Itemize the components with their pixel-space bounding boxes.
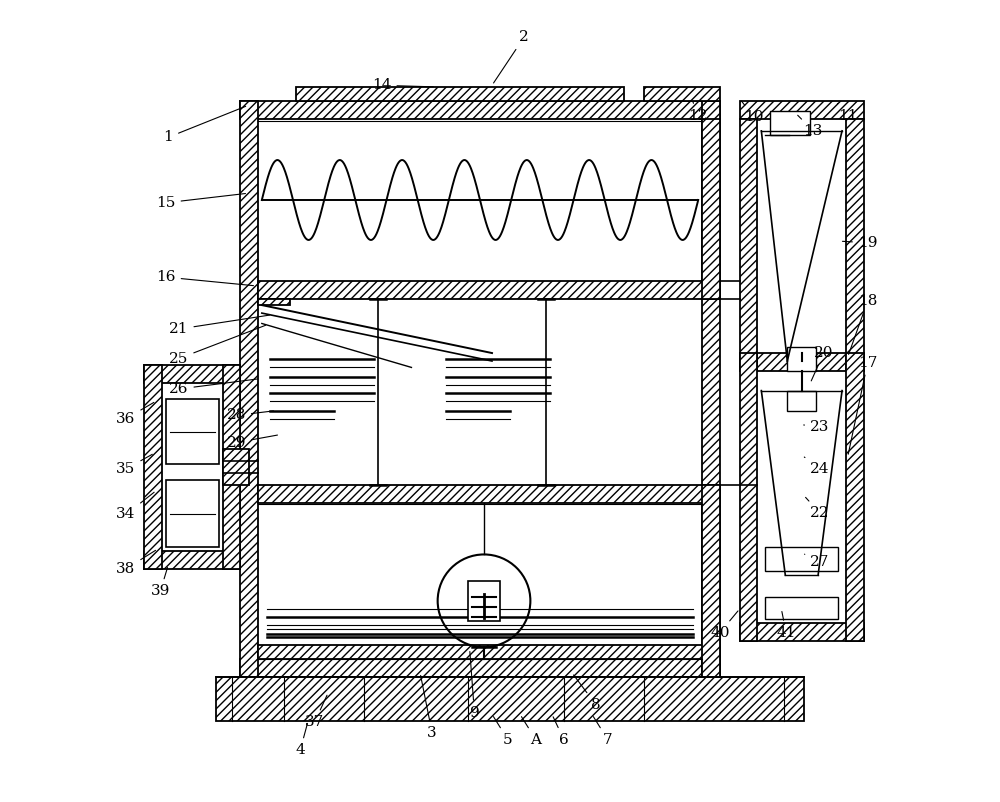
Text: 11: 11 — [837, 103, 857, 123]
Text: 22: 22 — [806, 497, 829, 520]
Bar — [787, 346, 816, 371]
Bar — [644, 87, 720, 101]
Text: 5: 5 — [493, 717, 513, 747]
Bar — [740, 623, 864, 641]
Bar — [223, 449, 249, 484]
Bar — [296, 87, 624, 101]
Text: 29: 29 — [227, 435, 277, 450]
Text: 6: 6 — [553, 717, 569, 747]
Bar — [258, 298, 290, 305]
Bar — [144, 365, 240, 383]
Bar — [258, 298, 290, 305]
Text: 1: 1 — [163, 107, 246, 144]
Bar — [702, 101, 720, 677]
Text: 25: 25 — [169, 326, 266, 366]
Bar — [702, 485, 720, 677]
Bar — [240, 101, 720, 119]
Text: 4: 4 — [295, 723, 307, 757]
Text: 15: 15 — [156, 193, 245, 210]
Bar — [258, 282, 720, 298]
Bar — [166, 480, 219, 547]
Text: 24: 24 — [804, 457, 829, 476]
Bar — [740, 101, 864, 119]
Text: 27: 27 — [805, 554, 829, 569]
Bar — [740, 353, 864, 371]
Bar — [740, 353, 757, 641]
Text: 40: 40 — [710, 611, 738, 640]
Bar — [702, 485, 720, 677]
Bar — [702, 119, 720, 298]
Text: 17: 17 — [848, 355, 877, 454]
Bar — [468, 581, 500, 621]
Bar — [702, 101, 720, 677]
Text: 28: 28 — [227, 408, 273, 423]
Bar — [240, 101, 720, 119]
Bar — [787, 391, 816, 411]
Text: 14: 14 — [372, 79, 433, 92]
Text: 7: 7 — [593, 717, 613, 747]
Text: 20: 20 — [811, 346, 833, 381]
Text: 13: 13 — [798, 115, 823, 138]
Bar — [770, 111, 810, 135]
Text: 2: 2 — [494, 30, 529, 83]
Text: 8: 8 — [574, 675, 601, 711]
Text: 23: 23 — [804, 419, 829, 434]
Bar — [144, 365, 240, 383]
Text: A: A — [521, 717, 541, 747]
Text: 9: 9 — [470, 651, 479, 719]
Text: 39: 39 — [151, 568, 170, 598]
Text: 38: 38 — [116, 550, 156, 576]
Bar — [258, 485, 720, 503]
Text: 21: 21 — [169, 315, 269, 336]
Bar — [258, 485, 720, 503]
Text: 16: 16 — [156, 270, 253, 286]
Bar — [240, 659, 720, 677]
Text: 35: 35 — [116, 454, 152, 476]
Bar — [258, 645, 720, 659]
Bar — [240, 659, 720, 677]
Bar — [740, 119, 757, 371]
Bar — [644, 87, 720, 101]
Bar — [144, 365, 162, 569]
Bar — [846, 353, 864, 641]
Bar — [740, 353, 864, 371]
Text: 26: 26 — [169, 379, 257, 396]
Text: 3: 3 — [421, 675, 437, 739]
Text: 36: 36 — [116, 403, 154, 426]
Bar — [740, 119, 757, 371]
Bar — [166, 399, 219, 464]
Text: 12: 12 — [688, 102, 708, 123]
Bar — [846, 119, 864, 371]
Text: 34: 34 — [116, 492, 154, 521]
Bar — [144, 551, 240, 569]
Bar — [740, 623, 864, 641]
Bar — [223, 365, 240, 569]
Bar — [144, 365, 162, 569]
Bar — [223, 449, 249, 484]
Text: 37: 37 — [305, 695, 327, 729]
Bar — [258, 645, 720, 659]
Bar — [846, 119, 864, 371]
Bar — [702, 119, 720, 298]
Bar — [258, 282, 720, 298]
Bar — [216, 677, 804, 721]
Bar — [296, 87, 624, 101]
Text: 10: 10 — [741, 101, 764, 124]
Bar — [765, 597, 838, 619]
Bar — [223, 365, 240, 569]
Text: 18: 18 — [849, 294, 877, 354]
Text: 41: 41 — [776, 611, 796, 640]
Bar — [846, 353, 864, 641]
Bar — [144, 551, 240, 569]
Text: 19: 19 — [842, 236, 877, 249]
Bar — [216, 677, 804, 721]
Bar — [240, 101, 258, 677]
Bar — [240, 101, 258, 677]
Bar — [740, 353, 757, 641]
Bar — [765, 547, 838, 571]
Bar — [740, 101, 864, 119]
